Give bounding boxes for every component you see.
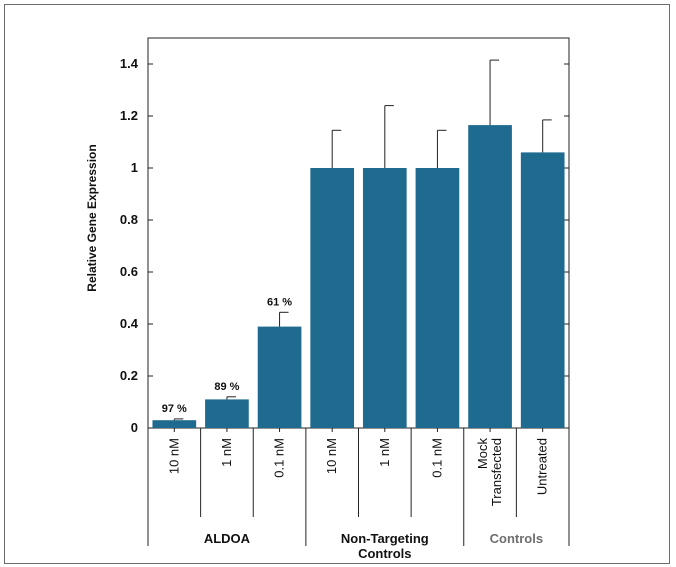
y-tick-label: 0.6: [120, 264, 138, 279]
x-tick-label: 10 nM: [324, 438, 339, 474]
data-label: 97 %: [162, 403, 187, 415]
chart-frame: [4, 4, 670, 564]
bar: [152, 420, 197, 428]
group-label: Controls: [490, 531, 543, 546]
bar: [415, 168, 460, 428]
y-tick-label: 1.4: [120, 56, 139, 71]
x-tick-label: 0.1 nM: [429, 438, 444, 478]
bar: [520, 152, 565, 428]
y-tick-label: 0: [131, 420, 138, 435]
y-tick-label: 0.4: [120, 316, 139, 331]
x-tick-label: Untreated: [535, 438, 550, 495]
bars: [152, 59, 565, 428]
y-tick-label: 1: [131, 160, 138, 175]
y-axis-label: Relative Gene Expression: [85, 144, 99, 291]
data-label: 89 %: [214, 381, 239, 393]
bar: [362, 168, 407, 428]
y-tick-label: 0.2: [120, 368, 138, 383]
labels: 0 0.2 0.4 0.6 0.8 1 1.2 1.4 97 % 89 % 61 % 10 nM 1 n…: [120, 56, 550, 561]
group-label: ALDOA: [204, 531, 251, 546]
bar: [257, 326, 302, 428]
y-tick-label: 1.2: [120, 108, 138, 123]
data-label: 61 %: [267, 296, 292, 308]
bar: [468, 125, 512, 428]
group-label: Controls: [358, 546, 411, 561]
x-tick-label: 10 nM: [166, 438, 181, 474]
bar: [205, 399, 249, 428]
bar: [310, 168, 355, 428]
x-tick-label: 0.1 nM: [272, 438, 287, 478]
y-tick-label: 0.8: [120, 212, 138, 227]
x-tick-label: 1 nM: [219, 438, 234, 467]
x-tick-label: Mock: [475, 438, 490, 470]
x-tick-label: Transfected: [489, 438, 504, 506]
x-tick-label: 1 nM: [377, 438, 392, 467]
group-label: Non-Targeting: [341, 531, 429, 546]
